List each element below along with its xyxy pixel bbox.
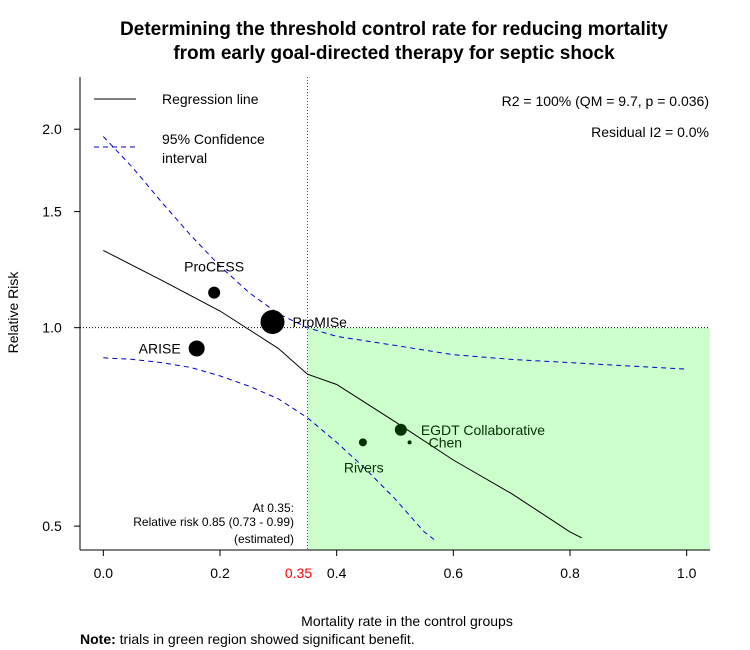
- trial-point-chen: [407, 440, 412, 445]
- trial-label-chen: Chen: [429, 434, 462, 450]
- chart-title-line-1: Determining the threshold control rate f…: [120, 19, 668, 40]
- y-tick-label-1: 1.0: [42, 320, 62, 336]
- trial-point-promise: [260, 309, 285, 334]
- trial-label-rivers: Rivers: [344, 459, 384, 475]
- significant-region: [307, 327, 710, 550]
- trial-label-arise: ARISE: [139, 340, 181, 356]
- threshold-tick-label: 0.35: [285, 565, 312, 581]
- trial-label-promise: ProMISe: [293, 314, 348, 330]
- ci-lower-line: [103, 357, 437, 542]
- trial-point-process: [208, 286, 221, 299]
- y-tick-label-0: 0.5: [42, 518, 62, 534]
- x-tick-label-3: 0.6: [444, 565, 464, 581]
- residual-annotation: Residual I2 = 0.0%: [591, 124, 709, 140]
- x-tick-label-4: 0.8: [560, 565, 580, 581]
- x-tick-label-1: 0.2: [210, 565, 230, 581]
- trial-label-process: ProCESS: [184, 259, 244, 275]
- threshold-note-line-3: (estimated): [234, 532, 294, 546]
- footnote-text: trials in green region showed significan…: [115, 631, 415, 647]
- trial-point-rivers: [358, 438, 367, 447]
- threshold-note-line-1: At 0.35:: [253, 501, 294, 515]
- trial-point-egdt-collaborative: [394, 423, 407, 436]
- y-tick-label-3: 2.0: [42, 121, 62, 137]
- regression-line: [103, 249, 582, 539]
- chart-title: Determining the threshold control rate f…: [0, 18, 750, 66]
- x-tick-label-2: 0.4: [327, 565, 347, 581]
- y-axis-label: Relative Risk: [5, 271, 21, 354]
- x-tick-label-5: 1.0: [677, 565, 697, 581]
- chart-title-line-2: from early goal-directed therapy for sep…: [173, 43, 615, 64]
- trial-label-egdt-collaborative: EGDT Collaborative: [421, 422, 545, 438]
- footnote: Note: trials in green region showed sign…: [80, 631, 415, 647]
- legend-label-ci-line-2: interval: [162, 150, 207, 166]
- legend-label-ci-line-1: 95% Confidence: [162, 131, 265, 147]
- x-tick-label-0: 0.0: [94, 565, 114, 581]
- trial-point-arise: [188, 340, 205, 357]
- y-tick-label-2: 1.5: [42, 204, 62, 220]
- x-axis-label: Mortality rate in the control groups: [301, 613, 513, 629]
- threshold-note-line-2: Relative risk 0.85 (0.73 - 0.99): [133, 515, 294, 529]
- ci-upper-line: [102, 136, 687, 370]
- legend-label-regression: Regression line: [162, 91, 259, 107]
- footnote-bold: Note:: [80, 631, 116, 647]
- r2-annotation: R2 = 100% (QM = 9.7, p = 0.036): [502, 93, 709, 109]
